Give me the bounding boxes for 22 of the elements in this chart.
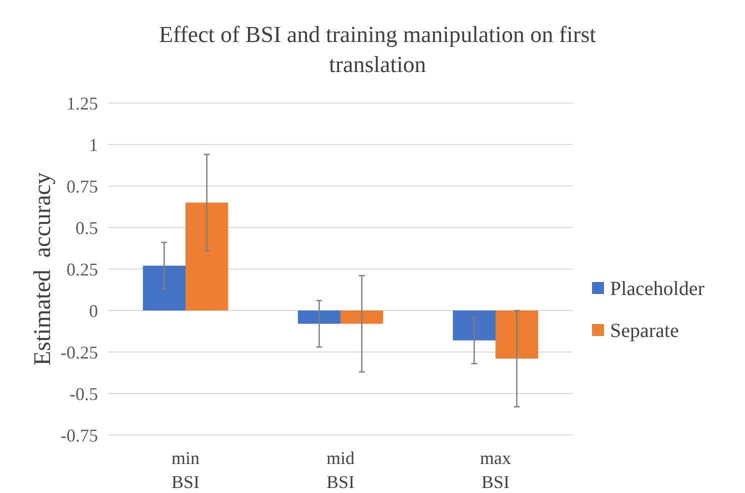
x-tick-label: max BSI bbox=[480, 448, 511, 492]
y-tick-label: 0 bbox=[89, 300, 98, 321]
y-tick-label: 1 bbox=[89, 134, 98, 155]
y-tick-label: -0.5 bbox=[70, 384, 98, 404]
bar bbox=[340, 310, 384, 324]
x-tick-label: min BSI bbox=[171, 448, 200, 492]
y-tick-label: -0.25 bbox=[60, 342, 98, 362]
y-tick-label: 0.5 bbox=[76, 218, 98, 238]
y-tick-label: 1.25 bbox=[66, 93, 98, 114]
bar bbox=[298, 310, 340, 324]
y-tick-label: 0.75 bbox=[66, 176, 98, 196]
y-tick-label: 0.25 bbox=[66, 259, 98, 280]
y-tick-label: -0.75 bbox=[60, 425, 98, 446]
legend-label: Placeholder bbox=[610, 278, 705, 300]
legend-label: Separate bbox=[610, 320, 679, 342]
chart-title: Effect of BSI and training manipulation on first translation bbox=[158, 22, 597, 77]
bar bbox=[186, 202, 228, 310]
bar bbox=[452, 310, 496, 340]
x-tick-label: mid BSI bbox=[326, 448, 355, 492]
y-axis-title: Estimated accuracy bbox=[30, 172, 56, 366]
bar bbox=[142, 266, 186, 310]
bar bbox=[496, 310, 538, 359]
